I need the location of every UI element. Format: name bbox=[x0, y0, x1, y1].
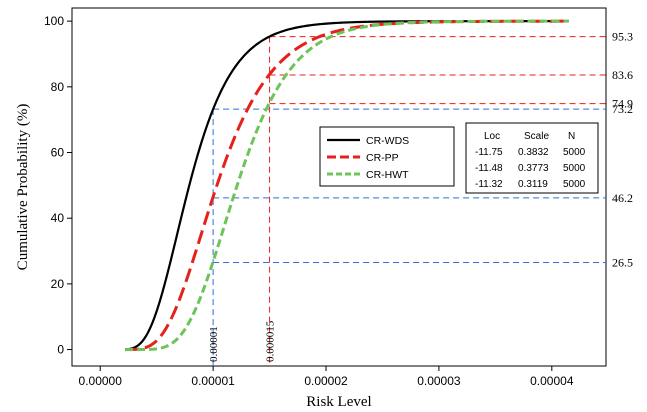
reference-hline-label-red: 74.9 bbox=[612, 97, 633, 111]
x-tick-label: 0.00004 bbox=[530, 374, 574, 388]
stats-header-scale: Scale bbox=[524, 131, 549, 142]
x-tick-label: 0.00000 bbox=[79, 374, 123, 388]
reference-lines bbox=[212, 36, 606, 366]
stats-cell: 0.3773 bbox=[518, 163, 549, 174]
stats-table: Loc Scale N -11.75 0.3832 5000 -11.48 0.… bbox=[465, 122, 599, 194]
stats-cell: -11.32 bbox=[475, 179, 503, 190]
y-axis-label: Cumulative Probability (%) bbox=[15, 104, 31, 271]
x-tick-label: 0.00003 bbox=[417, 374, 461, 388]
y-tick-label: 0 bbox=[57, 343, 64, 357]
legend-label-cr-wds: CR-WDS bbox=[366, 135, 409, 147]
legend: CR-WDS CR-PP CR-HWT bbox=[319, 126, 455, 187]
cdf-curves bbox=[124, 19, 569, 352]
x-tick-label: 0.00002 bbox=[304, 374, 348, 388]
y-tick-label: 40 bbox=[51, 211, 65, 225]
reference-hline-label-blue: 46.2 bbox=[612, 191, 633, 205]
reference-hline-label-blue: 26.5 bbox=[612, 256, 633, 270]
x-axis-ticks: 0.00000 0.00001 0.00002 0.00003 0.00004 bbox=[79, 366, 574, 388]
stats-cell: 0.3832 bbox=[518, 147, 549, 158]
reference-vline-label-red: 0.000015 bbox=[265, 320, 277, 362]
reference-hline-label-blue: 73.2 bbox=[612, 102, 633, 116]
stats-cell: -11.48 bbox=[475, 163, 503, 174]
y-tick-label: 100 bbox=[44, 14, 64, 28]
reference-hline-label-red: 83.6 bbox=[612, 68, 633, 82]
plot-frame bbox=[71, 7, 607, 367]
stats-header-loc: Loc bbox=[484, 131, 500, 142]
reference-hline-label-red: 95.3 bbox=[612, 30, 633, 44]
reference-vline-label-blue: 0.00001 bbox=[208, 326, 220, 362]
y-tick-label: 60 bbox=[51, 146, 65, 160]
x-axis-label: Risk Level bbox=[306, 394, 371, 410]
stats-cell: 5000 bbox=[563, 163, 586, 174]
y-axis-ticks: 0 20 40 60 80 100 bbox=[44, 14, 72, 357]
legend-label-cr-hwt: CR-HWT bbox=[366, 169, 409, 181]
stats-box bbox=[465, 122, 599, 194]
y-tick-label: 20 bbox=[51, 277, 65, 291]
stats-cell: 5000 bbox=[563, 147, 586, 158]
legend-label-cr-pp: CR-PP bbox=[366, 152, 399, 164]
stats-cell: 5000 bbox=[563, 179, 586, 190]
stats-header-n: N bbox=[568, 131, 575, 142]
reference-labels: 0.00001 73.2 46.2 26.5 0.000015 95.3 83.6 74.9 bbox=[208, 30, 633, 362]
stats-cell: -11.75 bbox=[475, 147, 503, 158]
x-tick-label: 0.00001 bbox=[191, 374, 235, 388]
series-line-cr-hwt bbox=[125, 19, 569, 352]
stats-cell: 0.3119 bbox=[518, 179, 548, 190]
y-tick-label: 80 bbox=[51, 80, 65, 94]
